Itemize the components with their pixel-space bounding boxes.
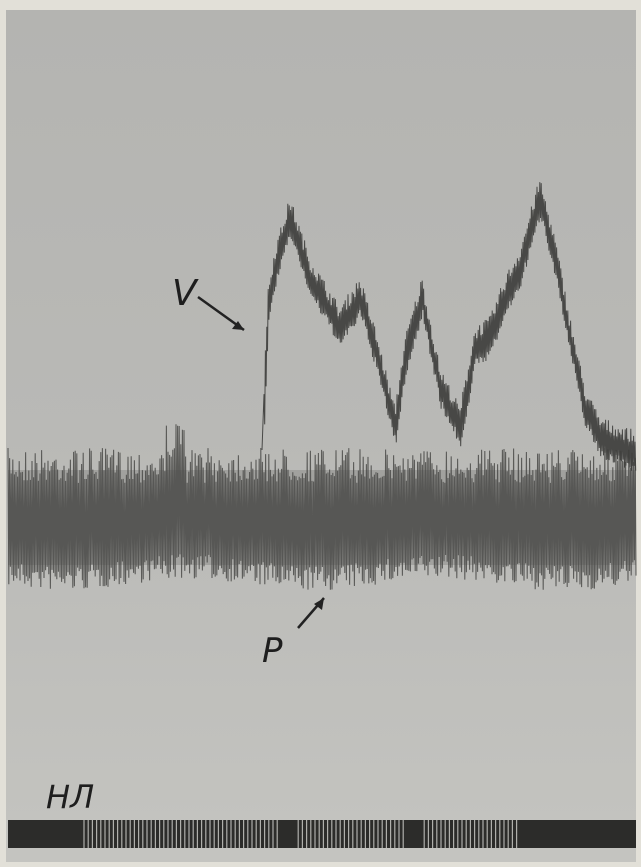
label-p: P — [262, 631, 283, 671]
label-stimulus: НЛ — [46, 778, 94, 816]
page: V P НЛ (() => { const data = JSON.parse(… — [0, 0, 641, 867]
photo-area — [6, 10, 636, 862]
strip-bar — [8, 820, 636, 848]
time-marker-strip — [8, 820, 636, 848]
photograph: V P НЛ — [0, 0, 641, 867]
label-v: V — [172, 273, 199, 314]
